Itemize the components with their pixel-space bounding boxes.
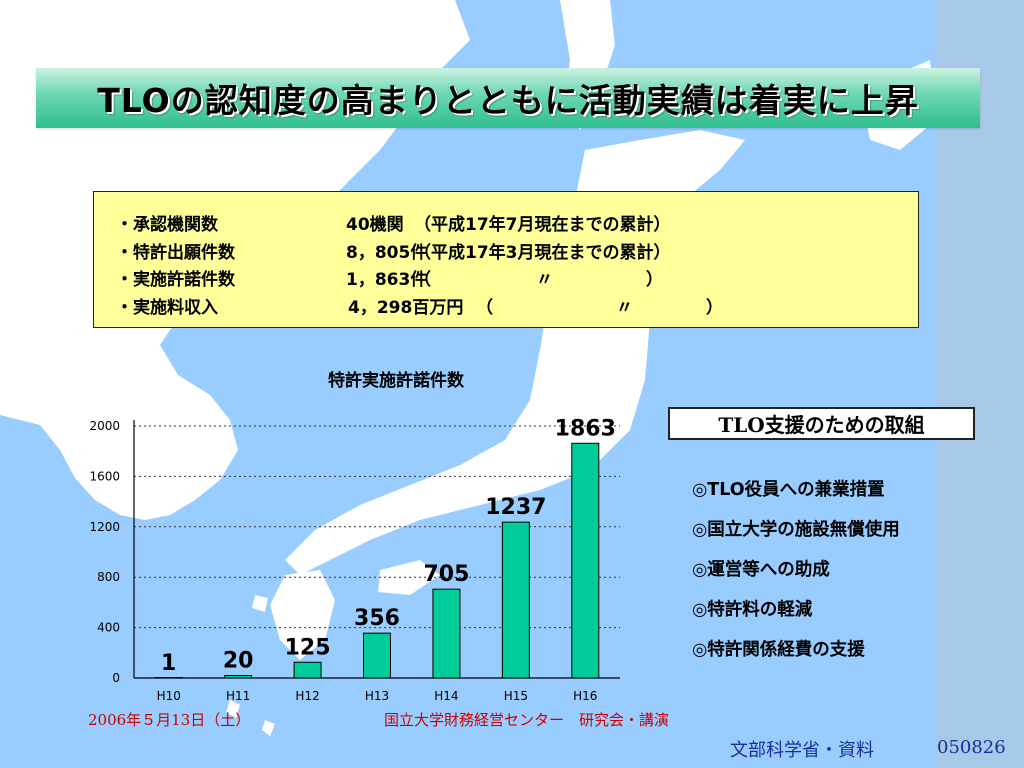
- slide-title: TLOの認知度の高まりとともに活動実績は着実に上昇: [97, 81, 919, 120]
- data-label: 20: [223, 648, 254, 673]
- chart-title: 特許実施許諾件数: [328, 370, 465, 391]
- license-count-chart: 特許実施許諾件数 0 400 800 1200 1600 2000 1 H10 20 H11 125 H…: [89, 370, 620, 703]
- bar: [363, 632, 391, 679]
- stats-box: ・承認機関数 40機関 （平成17年7月現在までの累計） ・特許出願件数 8，8…: [93, 191, 919, 328]
- stat-note-close: ）: [646, 270, 663, 290]
- footer-code: 050826: [937, 737, 1006, 758]
- bar: [571, 442, 600, 679]
- bar: [432, 588, 461, 679]
- stat-label: ・実施料収入: [116, 298, 218, 318]
- honshu-landmass: [285, 250, 650, 575]
- x-tick-label: H16: [573, 689, 597, 703]
- bar: [501, 521, 530, 679]
- data-label: 125: [285, 635, 331, 660]
- stat-note-open: （: [414, 270, 431, 290]
- stat-value: 40機関: [346, 215, 404, 235]
- stat-ditto-mark: 〃: [536, 270, 553, 290]
- support-item: ◎国立大学の施設無償使用: [692, 520, 900, 540]
- y-tick-label: 400: [97, 621, 120, 635]
- title-bar: TLOの認知度の高まりとともに活動実績は着実に上昇: [36, 68, 980, 128]
- bar: [224, 674, 253, 679]
- support-heading: TLO支援のための取組: [668, 407, 975, 440]
- stat-label: ・実施許諾件数: [116, 270, 235, 290]
- kyushu-landmass: [270, 570, 335, 660]
- island-landmass: [252, 595, 268, 612]
- stat-note: （平成17年7月現在までの累計）: [414, 215, 671, 235]
- y-tick-label: 800: [97, 570, 120, 584]
- stat-note-close: ）: [706, 298, 723, 318]
- bar: [293, 661, 322, 679]
- y-tick-label: 1600: [89, 469, 120, 483]
- data-label: 1863: [555, 416, 616, 441]
- data-label: 1: [161, 651, 176, 676]
- footer-center-name: 国立大学財務経営センター 研究会・講演: [384, 711, 670, 729]
- support-item: ◎特許料の軽減: [692, 600, 813, 620]
- stat-note-open: （: [476, 298, 493, 318]
- x-tick-label: H12: [295, 689, 319, 703]
- stat-ditto-mark: 〃: [616, 298, 633, 318]
- y-tick-label: 2000: [89, 419, 120, 433]
- x-tick-label: H11: [226, 689, 250, 703]
- y-tick-label: 1200: [89, 520, 120, 534]
- x-tick-label: H14: [434, 689, 458, 703]
- stat-note: （平成17年3月現在までの累計）: [414, 243, 671, 263]
- stat-value: 8，805件: [346, 243, 428, 263]
- x-tick-label: H13: [365, 689, 389, 703]
- data-label: 356: [354, 606, 400, 631]
- footer-ministry: 文部科学省・資料: [730, 740, 874, 761]
- support-item: ◎運営等への助成: [692, 560, 830, 580]
- island-landmass: [226, 700, 240, 718]
- footer-date: 2006年５月13日（土）: [88, 711, 251, 729]
- stat-label: ・承認機関数: [116, 215, 218, 235]
- bar: [154, 677, 183, 679]
- y-tick-label: 0: [112, 671, 120, 685]
- support-item: ◎特許関係経費の支援: [692, 640, 865, 660]
- x-tick-label: H10: [157, 689, 181, 703]
- stat-label: ・特許出願件数: [116, 243, 235, 263]
- data-label: 1237: [485, 495, 546, 520]
- data-label: 705: [423, 562, 469, 587]
- stat-value: 4，298百万円: [348, 298, 464, 318]
- support-item: ◎TLO役員への兼業措置: [692, 480, 885, 500]
- island-landmass: [262, 720, 275, 736]
- right-side-strip: [936, 0, 1024, 768]
- stat-value: 1，863件: [346, 270, 428, 290]
- x-tick-label: H15: [504, 689, 528, 703]
